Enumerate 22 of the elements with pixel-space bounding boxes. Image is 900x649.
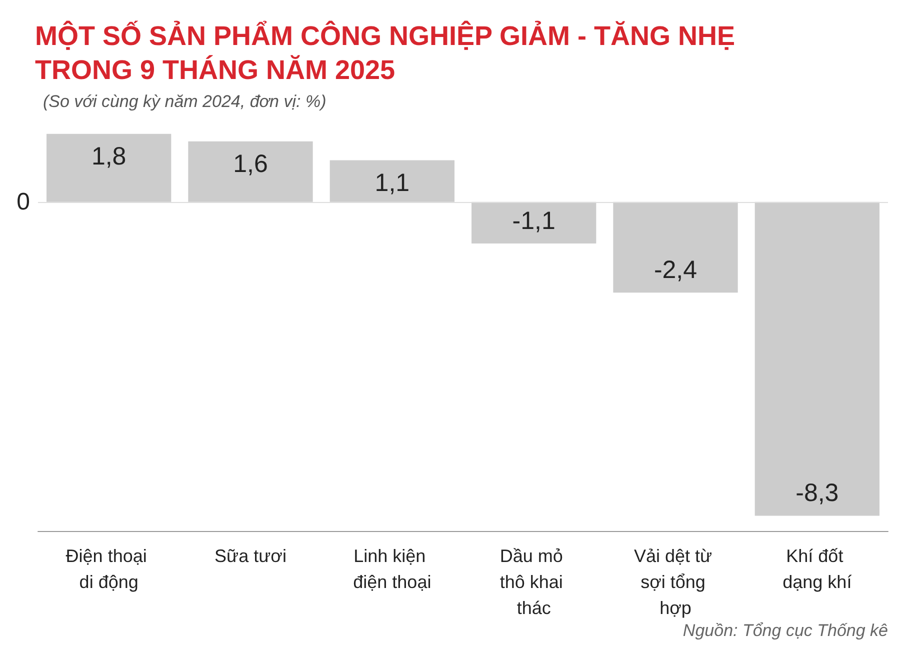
text: Nguồn: Tổng cục Thống kê [682,621,888,640]
data-label: -8,3 [796,479,839,508]
chart-title: MỘT SỐ SẢN PHẨM CÔNG NGHIỆP GIẢM - TĂNG NHẸ TRONG 9 THÁNG NĂM 2025 [35,20,736,85]
ref-line-label: 0 [16,188,30,216]
bar [46,134,172,202]
bar [188,141,313,202]
data-label: 1,1 [374,168,410,197]
x-tick-label: Sữa tươi [214,546,286,566]
data-label: 1,8 [91,142,126,170]
data-label: -1,1 [512,206,556,235]
data-label: 1,6 [233,150,268,178]
bar [472,202,596,244]
x-tick-label: Điện thoại di động [66,546,152,592]
x-tick-label: Khí đốt dạng khí [782,546,852,592]
bar [754,202,880,516]
chart-subtitle: (So với cùng kỳ năm 2024, đơn vị: %) [43,92,326,111]
bar [613,202,738,293]
bar [330,160,454,202]
data-label: -2,4 [654,256,698,284]
x-tick-label: Linh kiện điện thoại [353,546,432,592]
x-tick-label: Vải dệt từ sợi tổng hợp [634,546,718,618]
x-tick-label: Dầu mỏ thô khai thác [500,546,568,618]
